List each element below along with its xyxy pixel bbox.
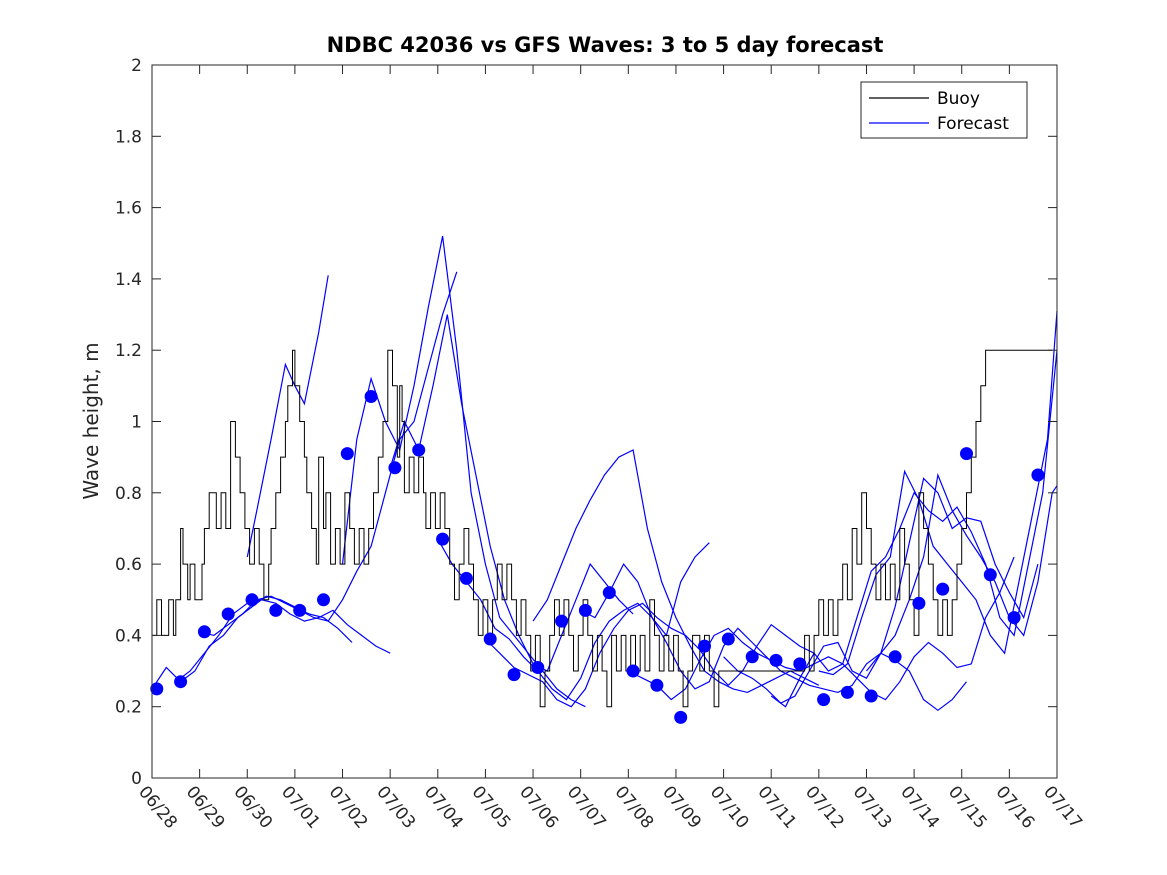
forecast-line-2 (199, 271, 458, 637)
y-tick-label: 0.6 (115, 555, 142, 575)
legend-box (860, 81, 1028, 139)
forecast-line-15 (866, 472, 1058, 672)
y-tick-label: 1.6 (115, 199, 142, 219)
forecast-marker (721, 632, 735, 646)
forecast-marker (340, 447, 354, 461)
forecast-marker (197, 625, 211, 639)
buoy-line (152, 349, 1053, 708)
forecast-marker (555, 614, 569, 628)
legend-label-buoy: Buoy (937, 89, 980, 109)
forecast-marker (364, 390, 378, 403)
forecast-marker (483, 632, 497, 646)
forecast-marker (698, 639, 711, 653)
forecast-marker (864, 689, 878, 703)
legend: Buoy Forecast (860, 81, 1028, 139)
forecast-line-11 (628, 556, 1015, 701)
forecast-marker (936, 582, 950, 596)
forecast-marker (674, 710, 688, 724)
forecast-marker (269, 603, 283, 617)
forecast-marker (983, 568, 997, 582)
y-tick-label: 1 (131, 413, 142, 433)
forecast-marker (626, 664, 640, 678)
forecast-marker (793, 657, 807, 671)
forecast-marker (769, 653, 783, 667)
forecast-marker (1007, 611, 1021, 625)
forecast-marker (150, 682, 164, 696)
forecast-marker (293, 603, 307, 617)
forecast-marker (221, 607, 235, 621)
forecast-marker (1031, 468, 1045, 482)
forecast-marker (412, 443, 426, 457)
forecast-line-14 (818, 310, 1058, 676)
y-tick-label: 0.8 (115, 484, 142, 504)
forecast-marker (602, 586, 616, 600)
y-tick-label: 0.4 (115, 626, 142, 646)
y-tick-label: 2 (131, 56, 142, 76)
forecast-marker (888, 650, 902, 664)
forecast-marker (174, 675, 188, 689)
forecast-marker (245, 593, 259, 607)
forecast-marker (507, 668, 521, 682)
y-tick-label: 1.8 (115, 127, 142, 147)
y-tick-label: 0 (131, 769, 142, 789)
forecast-marker (960, 447, 973, 461)
forecast-line-3 (175, 599, 391, 683)
forecast-line-9 (532, 449, 820, 694)
forecast-marker (436, 532, 450, 546)
forecast-marker (578, 603, 592, 617)
forecast-marker (745, 650, 759, 664)
forecast-marker (388, 461, 402, 475)
forecast-marker (317, 593, 330, 607)
chart-title: NDBC 42036 vs GFS Waves: 3 to 5 day fore… (327, 33, 884, 57)
y-tick-label: 0.2 (115, 698, 142, 718)
forecast-marker (531, 661, 545, 674)
y-tick-label: 1.4 (115, 270, 142, 290)
legend-label-forecast: Forecast (937, 114, 1009, 134)
forecast-marker (817, 693, 831, 707)
forecast-marker (840, 685, 854, 699)
y-tick-label: 1.2 (115, 341, 142, 361)
series-layer (150, 235, 1058, 724)
forecast-marker (459, 571, 473, 585)
forecast-marker (912, 596, 926, 610)
forecast-line-4 (246, 275, 329, 558)
forecast-marker (650, 678, 664, 692)
forecast-line-6 (389, 314, 634, 672)
y-axis-label: Wave height, m (79, 342, 103, 499)
